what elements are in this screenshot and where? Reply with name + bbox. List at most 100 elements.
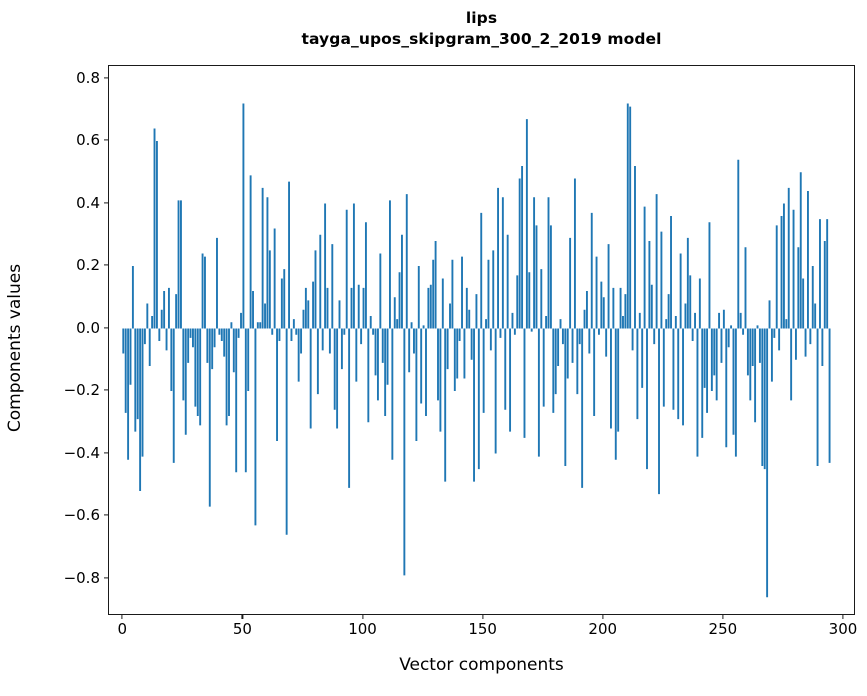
bar: [143, 328, 146, 345]
y-axis-tick-mark: [104, 514, 108, 516]
bar: [754, 328, 757, 423]
bar: [480, 212, 483, 329]
bar: [393, 297, 396, 329]
bar: [732, 328, 735, 435]
bar: [482, 328, 485, 413]
bar: [340, 328, 343, 370]
bar: [352, 203, 355, 329]
chart-title: lips tayga_upos_skipgram_300_2_2019 mode…: [108, 8, 855, 49]
bar: [751, 328, 754, 366]
bar: [612, 287, 615, 329]
bar: [804, 328, 807, 357]
bar: [350, 287, 353, 329]
bar: [504, 328, 507, 410]
bar: [691, 328, 694, 341]
bar: [413, 328, 415, 354]
bar: [268, 250, 271, 329]
bar: [355, 328, 358, 382]
bar: [427, 287, 430, 329]
bar: [386, 328, 389, 385]
bar: [461, 256, 463, 329]
bar: [348, 328, 351, 488]
bar: [211, 328, 214, 370]
bar: [321, 328, 324, 351]
x-axis-tick-mark: [241, 615, 243, 619]
bar: [220, 328, 223, 341]
bar: [545, 316, 548, 329]
bar: [278, 328, 281, 341]
bar: [367, 328, 370, 423]
bar: [372, 328, 375, 335]
bar: [218, 328, 221, 335]
bar: [489, 328, 492, 351]
x-axis-tick-mark: [361, 615, 364, 619]
bar: [492, 250, 495, 329]
bar: [247, 328, 250, 391]
chart-title-line-2: tayga_upos_skipgram_300_2_2019 model: [301, 29, 662, 48]
bar: [153, 128, 156, 329]
x-axis-tick-mark: [482, 615, 484, 619]
bar: [578, 328, 581, 345]
bar: [694, 312, 696, 329]
bar: [617, 328, 620, 432]
bar: [276, 328, 278, 441]
bar: [485, 319, 487, 329]
bar: [261, 187, 264, 329]
bar: [199, 328, 202, 426]
bar: [280, 278, 283, 329]
bar: [600, 281, 603, 329]
x-axis-tick-label: 300: [828, 620, 858, 638]
bar: [189, 328, 192, 338]
bar: [720, 328, 723, 363]
bar: [473, 328, 475, 482]
bar: [357, 284, 360, 329]
bar: [823, 241, 826, 329]
bar: [792, 209, 795, 329]
y-axis-tick-label: 0.0: [76, 318, 100, 337]
bar: [160, 309, 163, 329]
bar: [139, 328, 142, 491]
bar: [746, 328, 749, 376]
bar: [182, 328, 185, 401]
bar: [797, 247, 800, 329]
bar: [391, 328, 394, 460]
bar: [598, 328, 600, 335]
bar: [259, 322, 262, 329]
bar: [453, 328, 456, 391]
x-axis-tick-mark: [602, 615, 604, 619]
bar: [540, 269, 543, 329]
bar: [722, 309, 725, 329]
bar: [511, 312, 514, 329]
y-axis-tick-marks: [104, 65, 110, 615]
bar: [807, 191, 809, 329]
x-axis-tick-label: 0: [117, 620, 128, 638]
bar: [429, 284, 432, 329]
bar: [420, 328, 423, 404]
bar: [201, 253, 204, 329]
bar: [708, 222, 711, 329]
bar: [444, 328, 447, 482]
bar: [734, 328, 737, 457]
bar: [487, 259, 490, 329]
bar: [225, 328, 228, 426]
bar: [312, 281, 315, 329]
bar: [626, 103, 629, 329]
bar: [376, 328, 379, 401]
bar: [151, 316, 154, 329]
bar: [300, 328, 303, 354]
bar: [703, 328, 706, 388]
bar: [401, 234, 403, 329]
bar: [569, 237, 572, 329]
bar: [204, 256, 206, 329]
bar: [773, 328, 776, 338]
bar: [235, 328, 238, 473]
bar: [634, 166, 636, 329]
bar: [410, 322, 413, 329]
y-axis-tick-label: −0.8: [63, 568, 100, 587]
x-axis-tick-label: 200: [588, 620, 618, 638]
bar: [129, 328, 132, 385]
bar: [192, 328, 194, 348]
bar: [405, 194, 408, 329]
bar: [758, 328, 761, 363]
y-axis-tick-mark: [104, 264, 108, 266]
